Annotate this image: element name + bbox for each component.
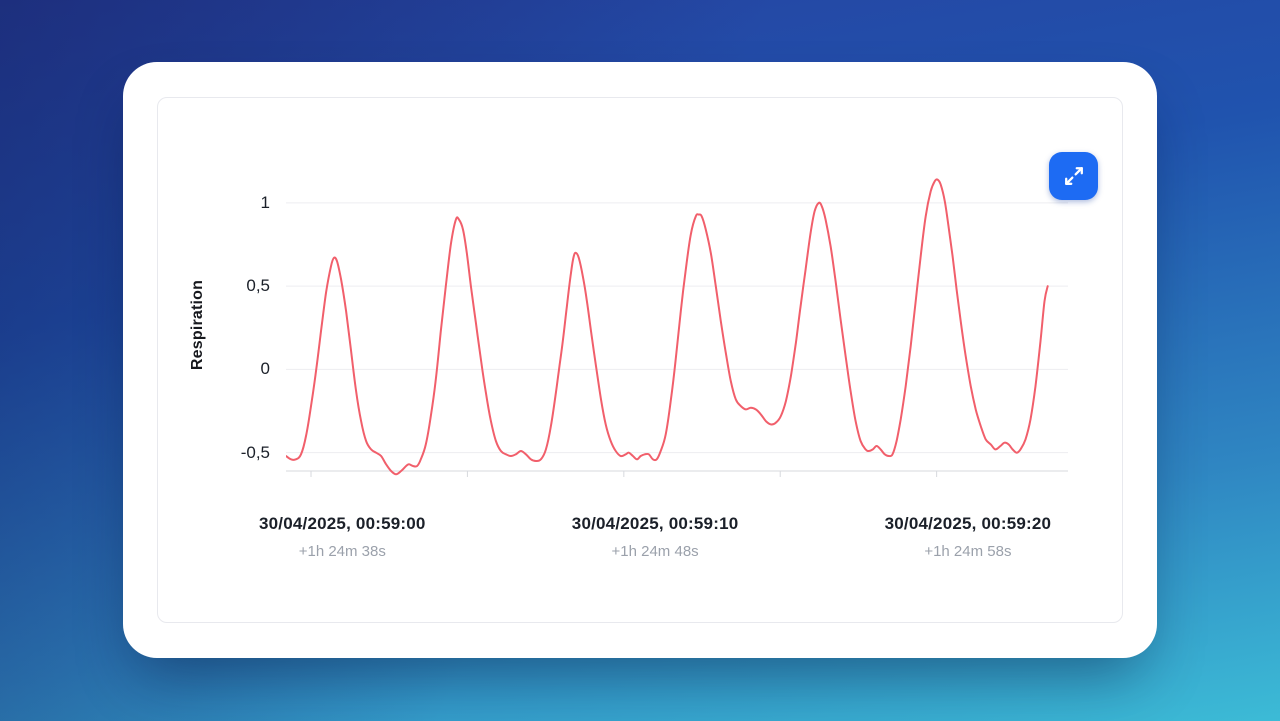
y-tick-label: 1 (260, 192, 270, 212)
x-tick-elapsed: +1h 24m 48s (611, 543, 699, 560)
x-tick-datetime: 30/04/2025, 00:59:10 (571, 514, 739, 533)
x-tick-label-group: 30/04/2025, 00:59:00 +1h 24m 38s (259, 514, 426, 560)
x-tick-elapsed: +1h 24m 38s (298, 543, 386, 560)
x-tick-label-group: 30/04/2025, 00:59:20 +1h 24m 58s (885, 514, 1052, 560)
y-axis-tick-labels: 1 0,5 0 -0,5 (158, 98, 270, 622)
x-tick-datetime: 30/04/2025, 00:59:20 (884, 514, 1052, 533)
expand-button[interactable] (1049, 152, 1098, 200)
x-tick-elapsed: +1h 24m 58s (924, 543, 1012, 560)
x-tick-label-group: 30/04/2025, 00:59:10 +1h 24m 48s (572, 514, 739, 560)
x-tick-datetime: 30/04/2025, 00:59:00 (259, 514, 426, 533)
y-tick-label: 0,5 (246, 276, 270, 296)
y-tick-label: 0 (260, 359, 270, 379)
chart-plot[interactable] (286, 138, 1076, 483)
y-tick-label: -0,5 (240, 442, 270, 462)
chart-panel: Respiration 1 0,5 0 -0,5 30/04/2025, 00:59:… (157, 97, 1123, 623)
chart-card: Respiration 1 0,5 0 -0,5 30/04/2025, 00:59:… (123, 62, 1157, 658)
expand-arrows-icon (1063, 165, 1085, 187)
respiration-line-series (286, 178, 1049, 476)
